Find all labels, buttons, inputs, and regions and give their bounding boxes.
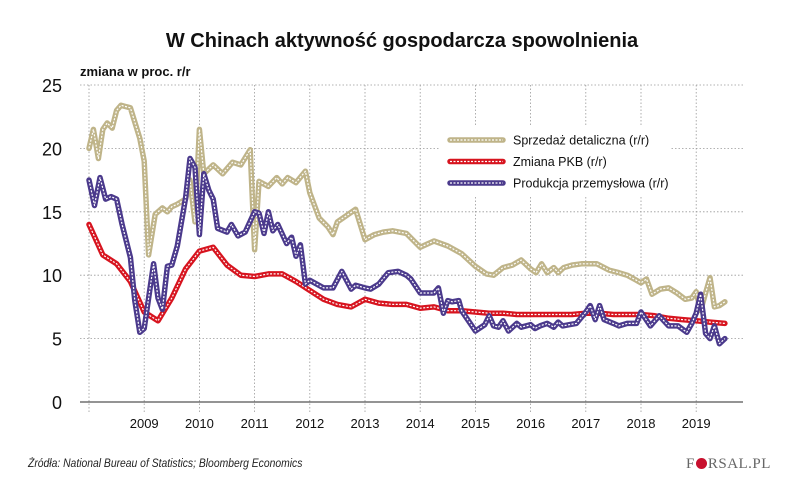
x-tick-label: 2016 <box>516 416 545 431</box>
y-tick-label: 25 <box>42 76 62 96</box>
series-1 <box>86 102 728 314</box>
x-tick-label: 2012 <box>295 416 324 431</box>
x-tick-label: 2011 <box>241 416 269 431</box>
x-tick-label: 2013 <box>351 416 380 431</box>
x-tick-label: 2014 <box>406 416 435 431</box>
legend-label: Produkcja przemysłowa (r/r) <box>513 177 669 191</box>
y-tick-label: 5 <box>52 330 62 350</box>
x-tick-label: 2010 <box>185 416 214 431</box>
x-tick-label: 2018 <box>627 416 656 431</box>
legend-label: Sprzedaż detaliczna (r/r) <box>513 134 649 148</box>
series-line-highlight <box>88 224 725 324</box>
x-tick-label: 2019 <box>682 416 711 431</box>
chart-title: W Chinach aktywność gospodarcza spowolni… <box>165 30 639 52</box>
y-tick-label: 10 <box>42 266 62 286</box>
x-tick-label: 2017 <box>571 416 600 431</box>
y-tick-label: 20 <box>42 139 62 159</box>
forsal-logo: F RSAL.PL <box>686 456 771 472</box>
source-note: Źródła: National Bureau of Statistics; B… <box>28 458 303 470</box>
y-axis-label: zmiana w proc. r/r <box>80 64 191 79</box>
y-tick-label: 0 <box>52 393 62 413</box>
series-line-highlight <box>88 104 726 312</box>
series-line-highlight <box>88 157 726 345</box>
y-tick-label: 15 <box>42 203 62 223</box>
x-tick-label: 2015 <box>461 416 490 431</box>
x-tick-label: 2009 <box>130 416 159 431</box>
series-3 <box>86 155 728 347</box>
legend-label: Zmiana PKB (r/r) <box>513 155 607 169</box>
